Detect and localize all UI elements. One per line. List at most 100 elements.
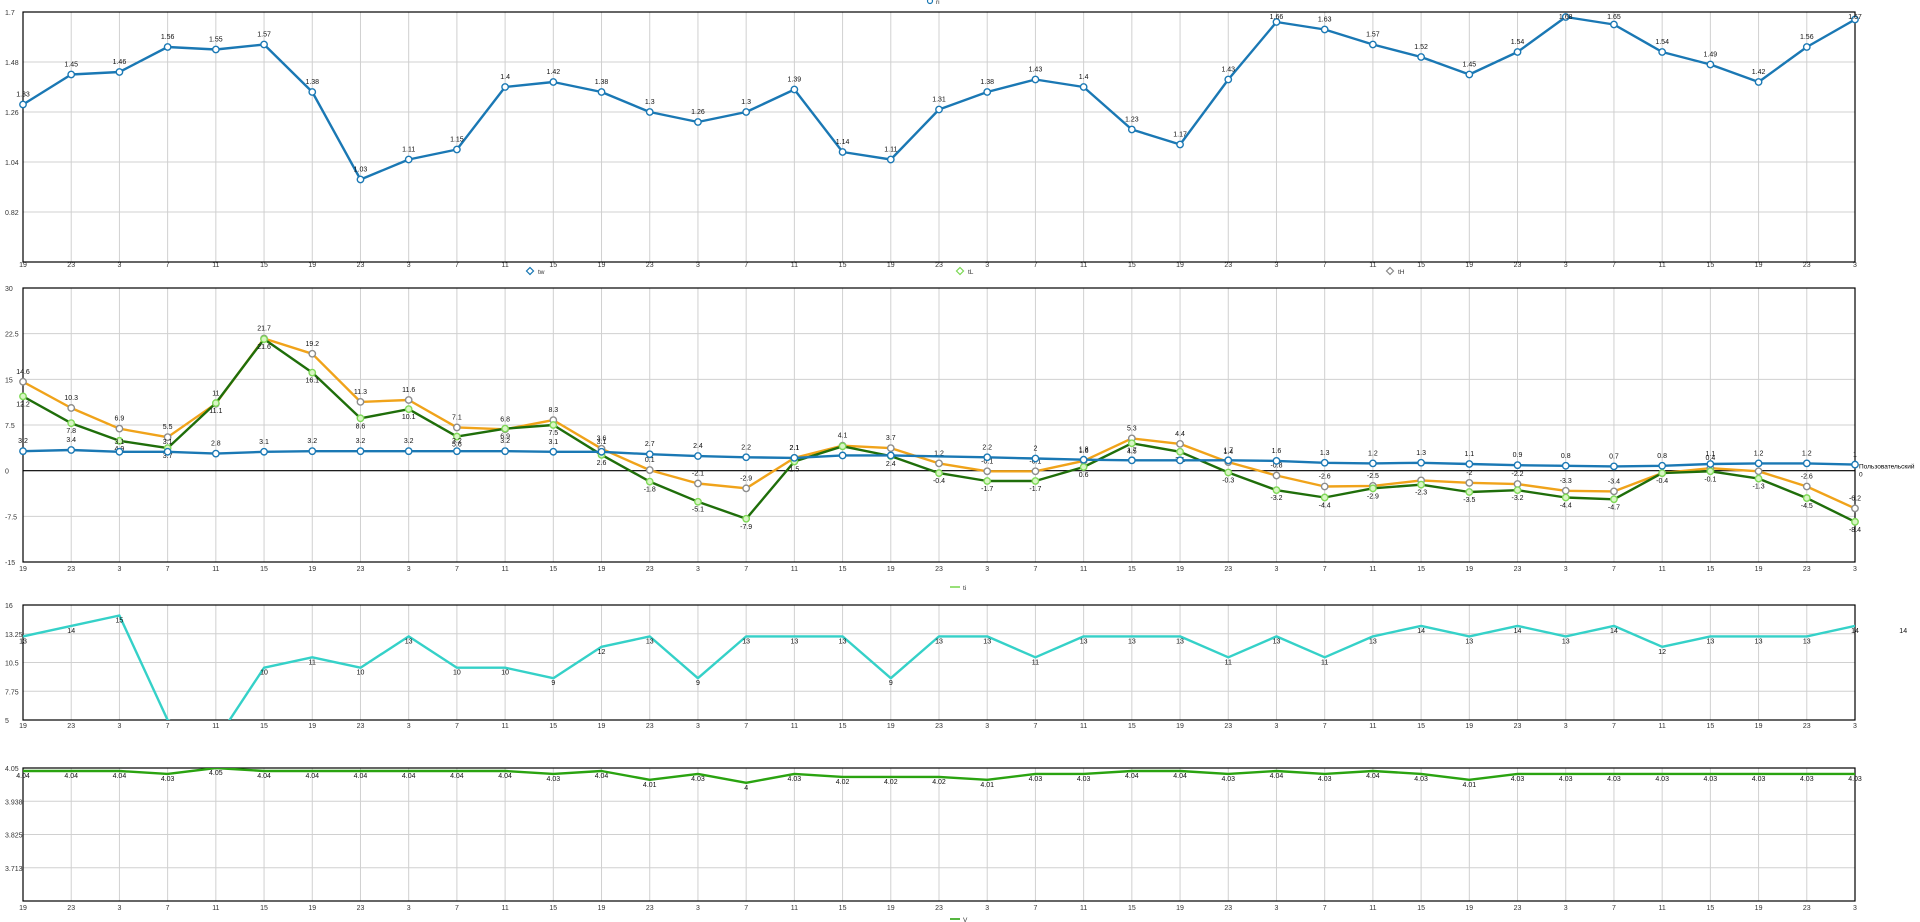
x-tick-label: 3: [407, 566, 411, 573]
x-tick-label: 15: [549, 905, 557, 912]
x-tick-label: 23: [1803, 723, 1811, 730]
data-point: [1513, 461, 1522, 470]
data-point: [694, 479, 702, 488]
data-label: -2.5: [1367, 473, 1379, 480]
data-point: [1465, 70, 1474, 79]
data-label: -4.4: [1319, 502, 1331, 509]
x-tick-label: 11: [1080, 566, 1087, 573]
data-point: [1417, 53, 1426, 61]
data-point: [1561, 13, 1570, 21]
x-tick-label: 19: [19, 262, 27, 269]
y-tick-label: 1.04: [5, 160, 19, 167]
x-tick-label: 3: [985, 723, 989, 730]
x-tick-label: 23: [646, 905, 654, 912]
x-tick-label: 3: [1564, 566, 1568, 573]
data-label: 1.4: [1079, 74, 1089, 81]
data-label: 13: [646, 638, 654, 645]
data-label: -1.7: [1029, 486, 1041, 493]
data-label: 11.1: [209, 408, 222, 415]
data-label: 1.66: [1270, 14, 1284, 21]
data-point: [260, 40, 268, 49]
data-point: [1127, 125, 1136, 134]
x-tick-label: 23: [1224, 723, 1232, 730]
data-label: 2.8: [211, 441, 221, 448]
x-tick-label: 19: [1755, 905, 1763, 912]
plot-frame: [22, 287, 1856, 563]
data-label: 2.7: [645, 441, 655, 448]
legend-marker: [1385, 266, 1395, 276]
data-label: 12.2: [16, 401, 30, 408]
data-label: 1.7: [1127, 447, 1137, 454]
data-point: [742, 108, 751, 116]
data-point: [452, 447, 461, 456]
data-label: 2.2: [982, 444, 992, 451]
data-label: 13: [1803, 638, 1811, 645]
series-line-green: [23, 768, 1855, 784]
data-label: -2.1: [692, 470, 704, 477]
data-point: [645, 108, 654, 116]
data-label: -2: [1466, 470, 1472, 477]
y-tick-label: 7.75: [5, 689, 19, 696]
x-tick-label: 7: [1323, 723, 1327, 730]
data-label: 4.03: [1800, 776, 1814, 783]
data-label: 5.5: [163, 424, 173, 431]
data-point: [838, 442, 847, 451]
x-tick-label: 11: [1369, 262, 1376, 269]
data-point: [983, 467, 992, 476]
data-label: 1: [1853, 452, 1857, 459]
data-point: [211, 399, 220, 407]
data-label: 1.5: [790, 467, 800, 474]
data-label: -0.8: [1270, 463, 1282, 470]
data-label: 7.5: [548, 430, 558, 437]
data-label: 1.56: [161, 34, 175, 41]
data-label: -0.4: [933, 478, 945, 485]
x-tick-label: 7: [455, 262, 459, 269]
data-label: 0.9: [1513, 452, 1523, 459]
data-label: 2.1: [790, 445, 800, 452]
data-point: [356, 414, 365, 423]
data-label: 1.6: [1272, 448, 1282, 455]
x-tick-label: 11: [1369, 905, 1376, 912]
x-tick-label: 19: [1176, 566, 1184, 573]
data-label: -2.6: [1319, 473, 1331, 480]
data-label: -3.2: [1270, 495, 1282, 502]
data-label: -2.9: [1367, 493, 1379, 500]
data-point: [404, 405, 413, 414]
x-tick-label: 11: [1080, 262, 1087, 269]
x-tick-label: 23: [67, 566, 75, 573]
data-point: [67, 446, 76, 454]
data-label: 4.03: [1655, 776, 1669, 783]
x-tick-label: 19: [1755, 262, 1763, 269]
data-point: [790, 453, 799, 462]
data-label: -2.3: [1415, 490, 1427, 497]
data-label: -6.2: [1849, 495, 1861, 502]
x-tick-label: 7: [744, 723, 748, 730]
data-point: [1368, 40, 1377, 49]
x-tick-label: 19: [887, 905, 895, 912]
data-label: -2.6: [1801, 473, 1813, 480]
data-point: [1465, 460, 1474, 468]
data-point: [1224, 468, 1233, 477]
data-point: [1079, 463, 1088, 471]
data-label: 12: [598, 649, 606, 656]
y-tick-label: 22.5: [5, 332, 19, 339]
data-label: 14: [1514, 628, 1522, 635]
data-label: 1.42: [1752, 69, 1766, 76]
data-point: [1079, 83, 1088, 91]
data-label: 13: [1176, 638, 1184, 645]
plot-frame: [22, 604, 1856, 721]
data-label: 1.6: [1079, 448, 1089, 455]
x-tick-label: 15: [1417, 723, 1425, 730]
data-label: -3.4: [1608, 478, 1620, 485]
data-point: [67, 70, 76, 79]
data-label: 1.63: [1318, 17, 1332, 24]
data-label: 1.42: [547, 69, 561, 76]
data-point: [983, 453, 992, 462]
data-label: -5.1: [692, 507, 704, 514]
data-point: [886, 451, 895, 460]
x-tick-label: 11: [791, 905, 798, 912]
data-point: [838, 148, 847, 156]
data-label: 2.6: [597, 460, 607, 467]
x-tick-label: 23: [1224, 566, 1232, 573]
data-label: 1.68: [1559, 14, 1573, 21]
